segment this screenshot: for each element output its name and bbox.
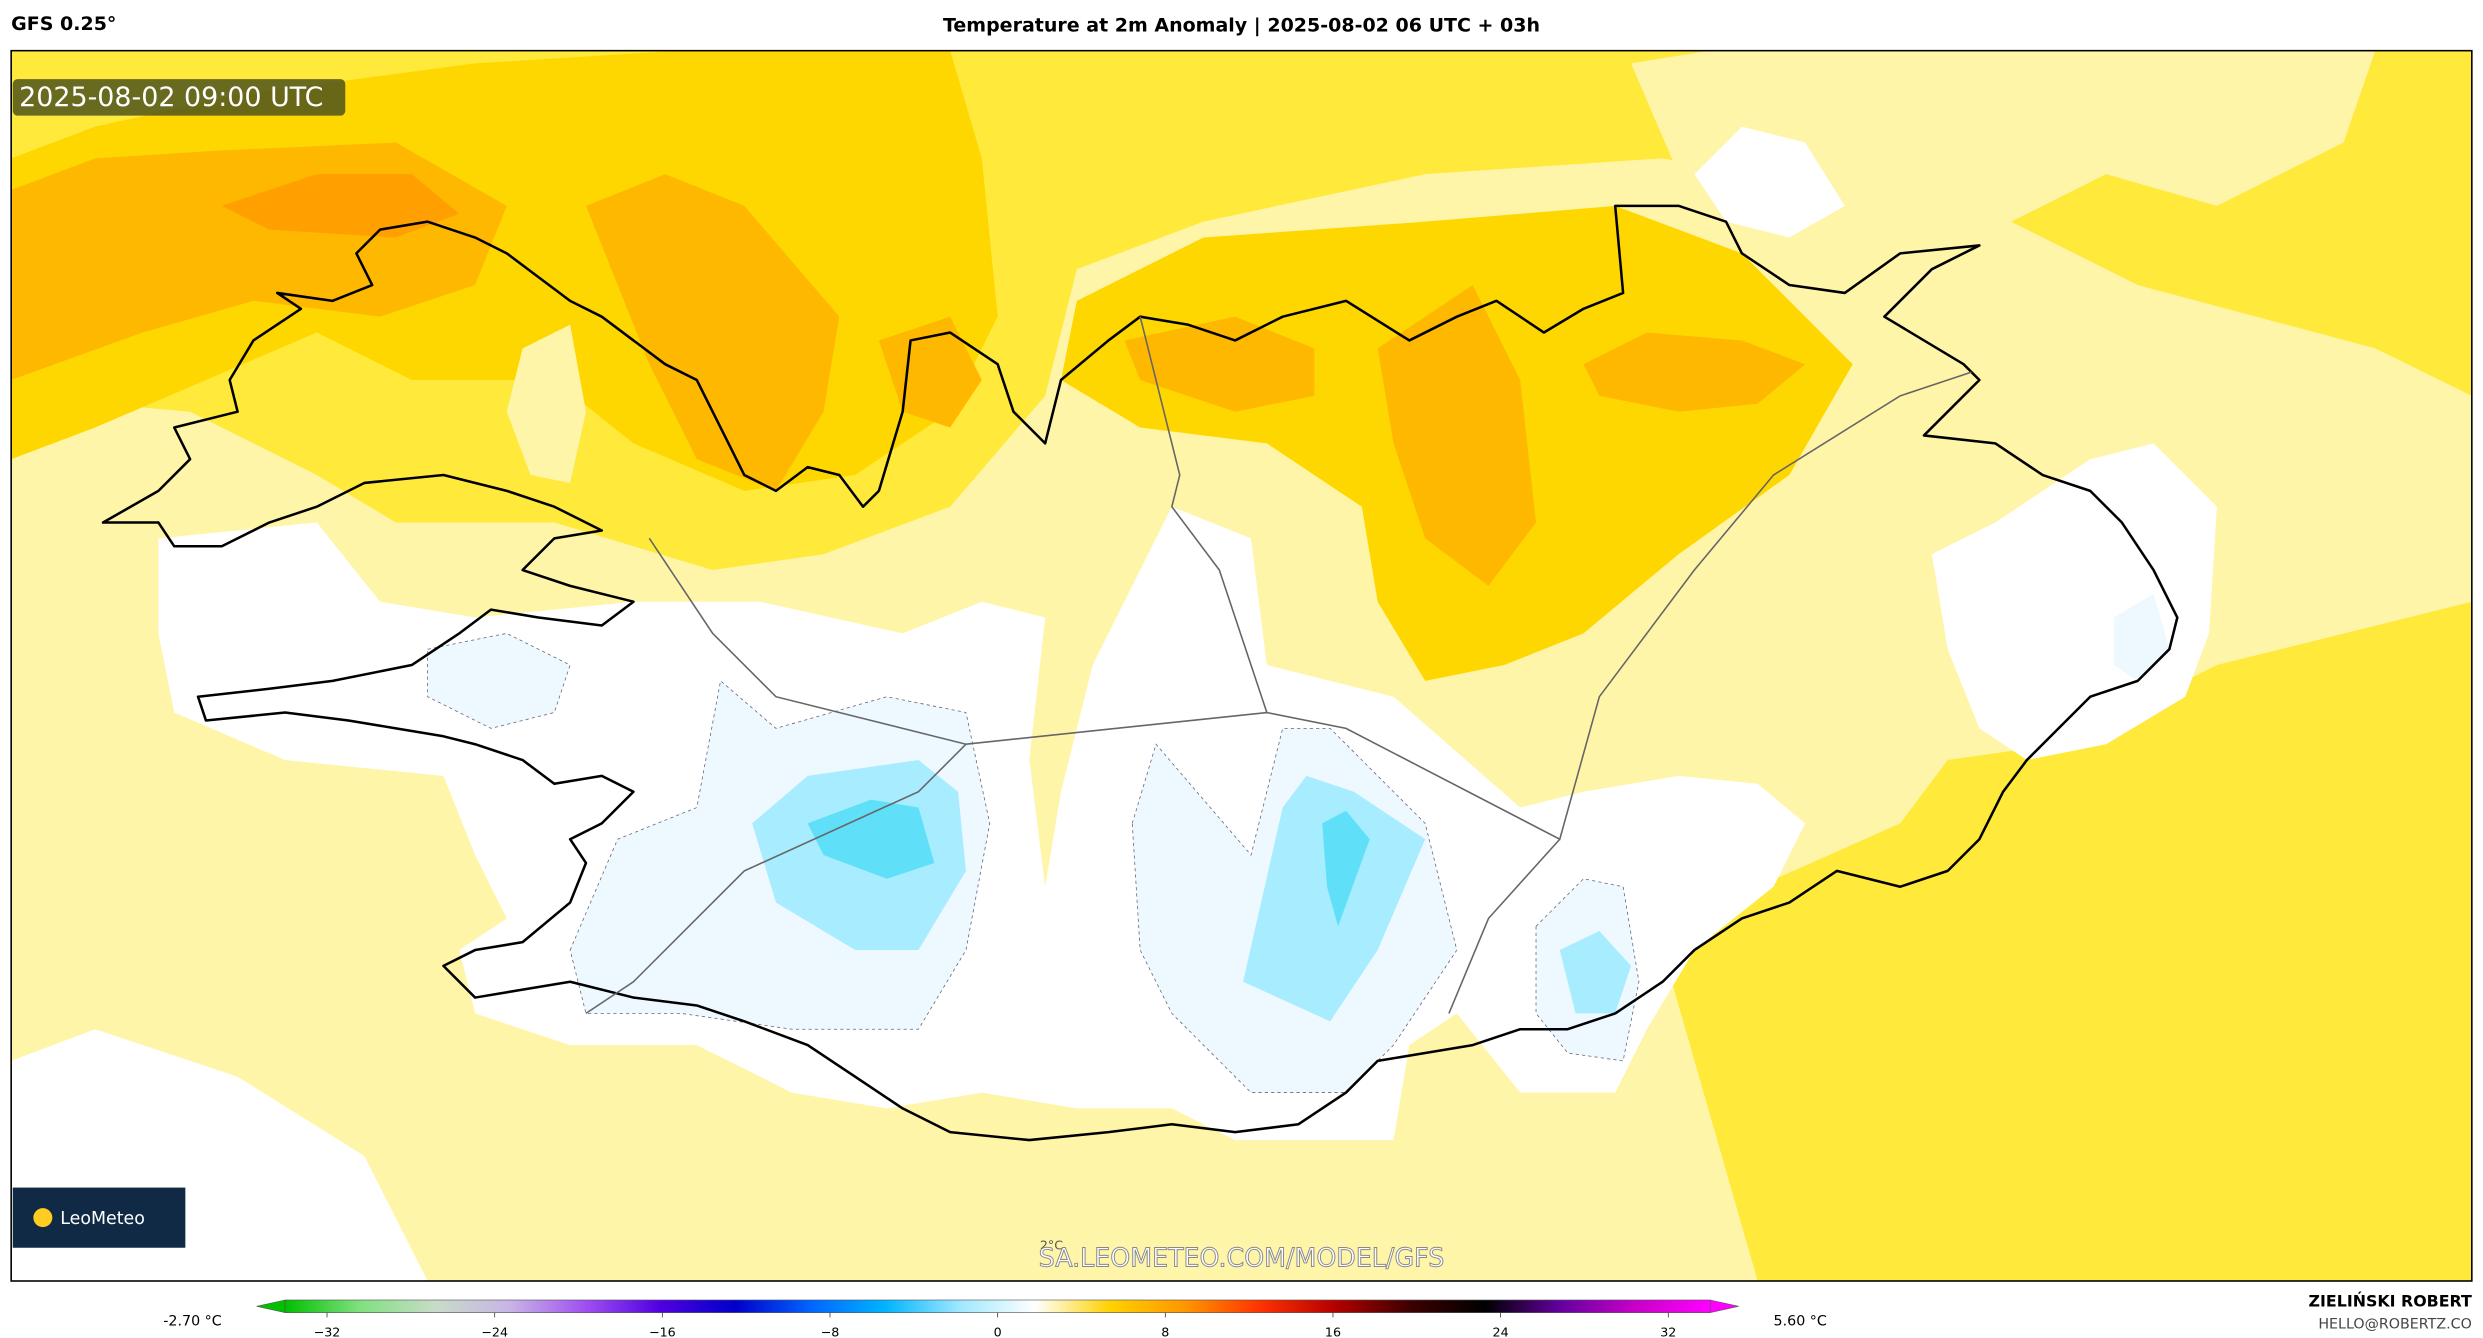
email: HELLO@ROBERTZ.CO (2318, 1316, 2471, 1332)
time-box (12, 79, 346, 116)
colorbar-tick-label: −8 (821, 1324, 840, 1338)
model-label: GFS 0.25° (11, 13, 116, 35)
colorbar-max: 5.60 °C (1774, 1313, 1827, 1329)
map: LeoMeteo 2°C SA.LEOMETEO.COM/MODEL/GFS (11, 50, 2472, 1281)
colorbar-min: -2.70 °C (163, 1313, 222, 1329)
map-frame (10, 49, 2473, 1282)
colorbar-tick-label: 8 (1161, 1324, 1169, 1338)
author: ZIELIŃSKI ROBERT (2309, 1291, 2472, 1310)
colorbar-low-end (256, 1299, 286, 1314)
valid-time: 2025-08-02 09:00 UTC (19, 82, 323, 113)
colorbar-tick-label: 24 (1493, 1324, 1509, 1338)
colorbar-tick-label: 32 (1660, 1324, 1676, 1338)
logo-text: LeoMeteo (60, 1209, 145, 1229)
colorbar-tick-label: −32 (314, 1324, 341, 1338)
colorbar-high-end (1709, 1299, 1739, 1314)
colorbar-tick-label: 0 (994, 1324, 1002, 1338)
map-title: Temperature at 2m Anomaly | 2025-08-02 0… (943, 15, 1540, 37)
contour-label: 2°C (1040, 1237, 1063, 1252)
colorbar (284, 1299, 1711, 1313)
watermark: SA.LEOMETEO.COM/MODEL/GFS (1039, 1243, 1445, 1273)
colorbar-tick-label: −16 (649, 1324, 676, 1338)
colorbar-tick-label: 16 (1325, 1324, 1341, 1338)
colorbar-tick-label: −24 (481, 1324, 508, 1338)
